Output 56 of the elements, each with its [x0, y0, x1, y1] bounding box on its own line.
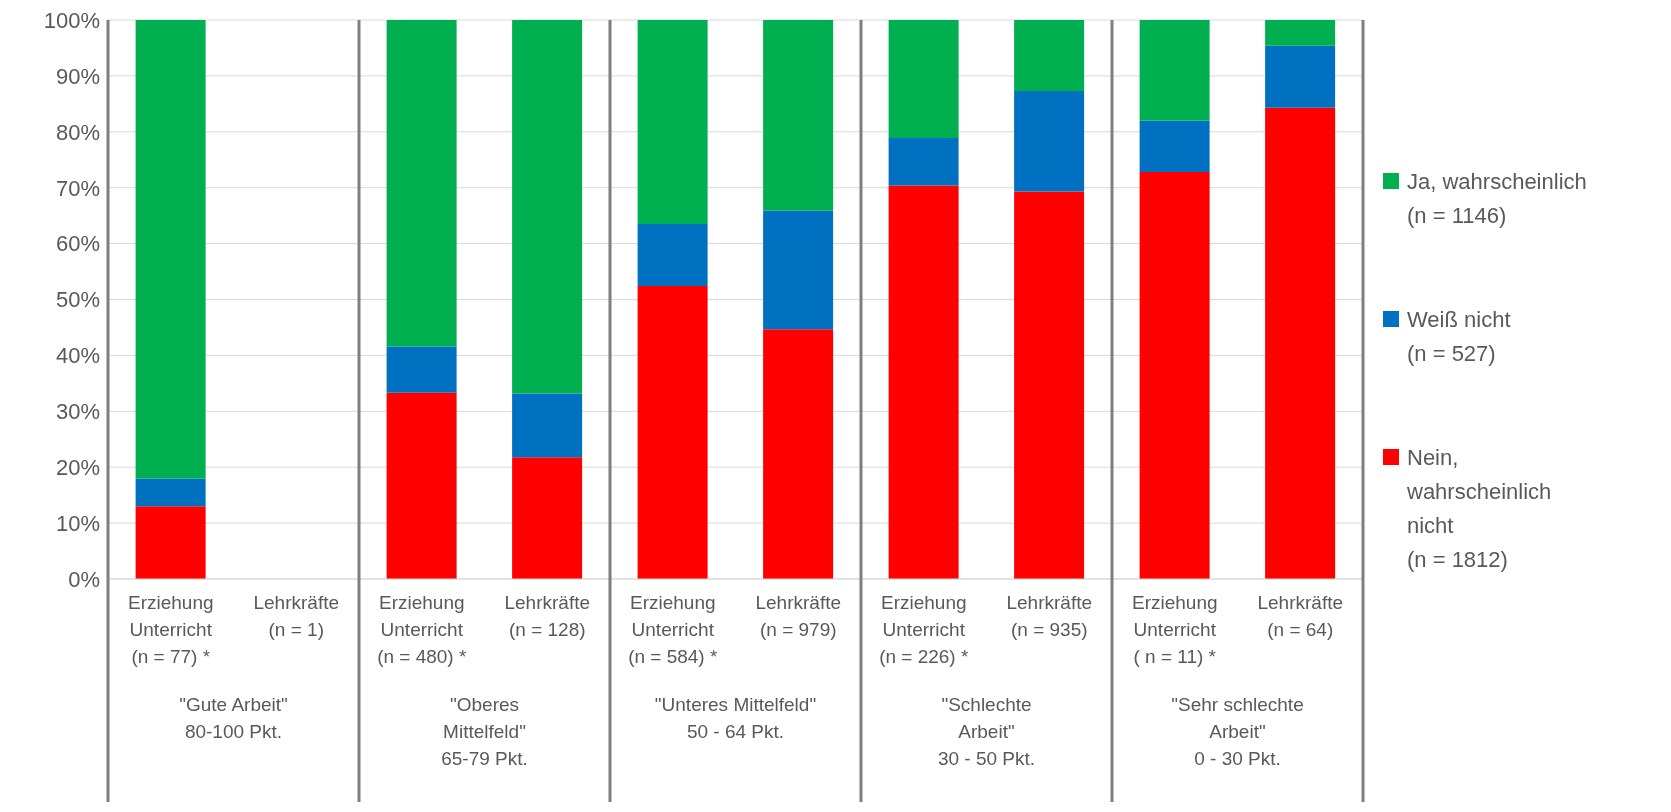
legend-label: Weiß nicht (n = 527)	[1407, 306, 1511, 368]
bar	[1265, 107, 1336, 579]
bar	[637, 286, 708, 579]
text: "Gute Arbeit" 80-100 Pkt.	[178, 693, 289, 744]
legend-label: Ja, wahrscheinlich (n = 1146)	[1407, 168, 1587, 230]
bar	[135, 506, 206, 579]
bar	[763, 329, 834, 579]
x-tick-label: Lehrkräfte (n = 64)	[1257, 592, 1344, 640]
bar	[888, 137, 959, 186]
bar	[1014, 191, 1085, 579]
y-tick-label: 70%	[55, 175, 100, 201]
y-tick-label: 80%	[55, 119, 100, 145]
bar	[386, 346, 457, 393]
x-tick-label: Lehrkräfte (n = 128)	[504, 592, 591, 640]
x-tick-label: Erziehung Unterricht (n = 480) *	[377, 592, 467, 667]
y-tick-label: 0%	[68, 566, 100, 592]
bar	[512, 393, 583, 458]
bar	[1014, 20, 1085, 91]
x-tick-label: Erziehung Unterricht (n = 226) *	[879, 592, 969, 667]
bar	[1139, 20, 1210, 121]
bar	[888, 185, 959, 579]
bar	[1014, 90, 1085, 192]
bar	[763, 20, 834, 211]
text: "Oberes Mittelfeld" 65-79 Pkt.	[440, 693, 529, 771]
bar	[386, 20, 457, 347]
text: "Sehr schlechte Arbeit" 0 - 30 Pkt.	[1170, 693, 1305, 771]
text: "Unteres Mittelfeld" 50 - 64 Pkt.	[653, 693, 818, 744]
y-tick-label: 20%	[55, 455, 100, 481]
y-tick-label: 50%	[55, 287, 100, 313]
bar	[135, 478, 206, 507]
x-tick-label: Erziehung Unterricht (n = 77) *	[127, 592, 214, 667]
y-tick-label: 30%	[55, 399, 100, 425]
x-tick-label: Lehrkräfte (n = 979)	[755, 592, 842, 640]
x-tick-label: Erziehung Unterricht ( n = 11) *	[1131, 592, 1218, 667]
bar	[637, 20, 708, 225]
y-tick-label: 90%	[55, 63, 100, 89]
bar	[1265, 45, 1336, 108]
bar	[512, 20, 583, 394]
bar	[888, 20, 959, 138]
x-tick-label: Lehrkräfte (n = 1)	[253, 592, 340, 640]
x-tick-label: Lehrkräfte (n = 935)	[1006, 592, 1093, 640]
bar	[1265, 20, 1336, 46]
bar	[512, 457, 583, 579]
x-tick-label: Erziehung Unterricht (n = 584) *	[628, 592, 718, 667]
text: "Schlechte Arbeit" 30 - 50 Pkt.	[936, 693, 1037, 771]
bar	[637, 224, 708, 287]
y-tick-label: 100%	[43, 7, 100, 33]
legend-label: Nein, wahrscheinlich nicht (n = 1812)	[1407, 444, 1552, 574]
bar	[763, 210, 834, 330]
y-tick-label: 10%	[55, 510, 100, 536]
y-tick-label: 60%	[55, 231, 100, 257]
y-tick-label: 40%	[55, 343, 100, 369]
bar	[1139, 120, 1210, 173]
bar	[1139, 172, 1210, 579]
bar	[386, 392, 457, 579]
bar	[135, 20, 206, 479]
